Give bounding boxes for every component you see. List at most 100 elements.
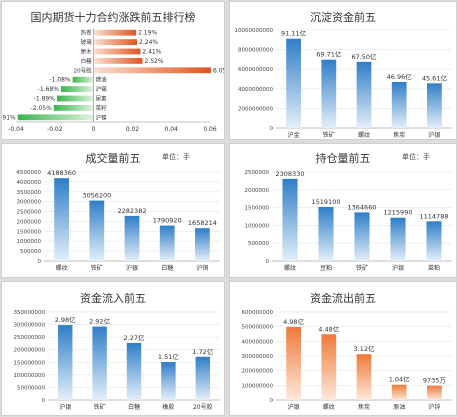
y-tick-label: 6000000000 (238, 67, 273, 73)
bar (427, 385, 442, 400)
bar (126, 342, 142, 400)
value-label: 67.50亿 (351, 52, 377, 61)
value-label: -1.89% (34, 96, 56, 103)
bar (89, 200, 105, 261)
chart-unit: 单位：手 (402, 153, 430, 161)
bar (57, 325, 73, 400)
y-tick-label: 3000000 (17, 200, 42, 206)
bar (286, 326, 301, 400)
category-label: 白糖 (81, 57, 93, 65)
value-label: 1.04亿 (389, 375, 410, 384)
y-tick-label: 3500000 (17, 190, 42, 196)
value-label: -1.68% (38, 86, 60, 93)
value-label: 4188360 (47, 169, 76, 177)
bar (195, 228, 210, 261)
bar (72, 76, 94, 83)
x-tick-label: 沪铜 (196, 264, 208, 272)
bar (356, 354, 372, 400)
value-label: 2308330 (276, 170, 305, 178)
bar (427, 83, 442, 128)
x-tick-label: 螺纹 (358, 131, 370, 139)
value-label: 2.98亿 (55, 315, 76, 324)
chart-unit: 单位：手 (162, 153, 190, 161)
x-tick-label: 菜粕 (428, 264, 440, 272)
bar (93, 39, 138, 46)
value-label: 2282382 (118, 207, 147, 215)
x-tick-label: 螺纹 (56, 264, 68, 272)
x-tick-label: 20号胶 (193, 403, 213, 411)
y-tick-label: 1500000 (245, 206, 270, 212)
category-label: 沪镍 (96, 113, 108, 121)
x-tick-label: 螺纹 (284, 264, 296, 272)
chart-title: 沉淀资金前五 (310, 11, 376, 24)
y-tick-label: 4500000 (17, 170, 42, 176)
value-label: 1215990 (384, 209, 413, 217)
y-tick-label: 2000000000 (238, 106, 273, 112)
category-label: 玻璃 (81, 38, 93, 46)
bar (93, 48, 141, 55)
bar (321, 59, 337, 128)
value-label: 1114788 (420, 212, 449, 220)
value-label: 1790920 (153, 217, 182, 225)
x-tick-label: -0.02 (47, 126, 63, 133)
chart-svg: 0 500000 1000000 1500000 2000000 2500000 23083… (245, 170, 452, 272)
value-label: 1364660 (348, 203, 377, 211)
value-label: 4.98亿 (283, 317, 304, 326)
value-label: 2.24% (139, 39, 158, 46)
y-tick-label: 400000000 (242, 339, 274, 345)
x-tick-label: 橡胶 (162, 403, 174, 411)
x-tick-label: 沪银 (428, 131, 440, 139)
bar (391, 81, 407, 128)
y-tick-label: 0 (270, 398, 274, 404)
y-tick-label: 600000000 (242, 310, 274, 316)
chart-panel-open-interest: 持仓量前五 单位：手 0 500000 1000000 1500000 2000000 2… (229, 143, 457, 278)
x-tick-label: 豆粕 (320, 264, 332, 272)
bar (356, 61, 372, 128)
chart-panel-rank: 国内期货十力合约涨跌前五排行榜 -0.04 -0.02 0 0.02 0.04 0.06 热… (1, 1, 225, 140)
chart-title: 资金流入前五 (80, 292, 146, 305)
bar (56, 95, 94, 102)
y-tick-label: 50000000 (17, 385, 45, 391)
chart-title: 资金流出前五 (310, 292, 376, 305)
category-label: 20号胶 (74, 66, 92, 74)
value-label: 46.96亿 (387, 72, 413, 81)
y-tick-label: 4000000 (17, 180, 42, 186)
chart-svg: 0 50000000 100000000 150000000 200000000 2500… (14, 310, 220, 411)
y-tick-label: 200000000 (14, 348, 46, 354)
y-tick-label: 500000 (20, 249, 41, 255)
bar (161, 362, 176, 400)
chart-panel-sediment-funds: 沉淀资金前五 0 2000000000 4000000000 6000000000 80… (229, 1, 457, 140)
y-tick-label: 1000000 (245, 223, 270, 229)
bar (195, 356, 211, 400)
bar (61, 86, 94, 93)
value-label: 2.19% (138, 30, 157, 37)
y-tick-label: 1000000 (17, 239, 42, 245)
x-tick-label: 0.02 (126, 126, 140, 133)
bar (354, 212, 370, 261)
y-tick-label: 0 (270, 126, 274, 132)
y-tick-label: 200000000 (242, 369, 274, 375)
x-tick-label: 铁矿 (94, 403, 106, 411)
y-tick-label: 2000000 (245, 188, 270, 194)
x-tick-label: 沪锌 (428, 403, 440, 411)
y-tick-label: 1500000 (17, 229, 42, 235)
value-label: 3056200 (82, 192, 111, 200)
value-label: 1.51亿 (158, 352, 179, 361)
x-tick-label: 螺纹 (323, 403, 335, 411)
x-tick-label: 铁矿 (323, 131, 335, 139)
bar (391, 384, 407, 400)
bar (321, 334, 337, 400)
x-tick-label: 沪银 (288, 403, 300, 411)
chart-svg: -0.04 -0.02 0 0.02 0.04 0.06 热卷 2.19% 玻璃 2.24% 原木 2… (2, 28, 224, 133)
chart-title: 持仓量前五 (315, 152, 371, 165)
y-tick-label: 500000000 (242, 325, 274, 331)
bar (54, 178, 69, 261)
category-label: 尿素 (96, 95, 108, 103)
x-tick-label: -0.04 (8, 126, 24, 133)
x-tick-label: 原油 (393, 403, 405, 411)
bar (53, 104, 94, 111)
x-tick-label: 焦炭 (358, 403, 370, 411)
y-tick-label: 8000000000 (238, 48, 273, 54)
y-tick-label: 300000000 (242, 354, 274, 360)
category-label: 原木 (81, 48, 93, 56)
